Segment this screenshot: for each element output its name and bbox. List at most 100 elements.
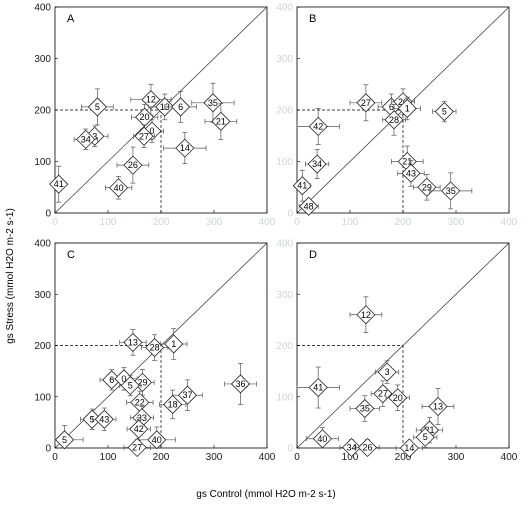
point-label: 5 [62, 435, 67, 445]
diamond-marker [175, 138, 195, 158]
diamond-marker [428, 396, 448, 417]
point-label: 0 [149, 126, 154, 136]
data-point: 27 [370, 380, 395, 407]
x-tick-label: 400 [259, 217, 276, 228]
diamond-marker [356, 305, 376, 325]
y-tick-label: 100 [276, 157, 293, 168]
point-label: 41 [313, 383, 323, 393]
data-point: 41 [49, 165, 69, 203]
data-point: 40 [306, 427, 339, 449]
data-point: 28 [381, 103, 406, 136]
data-point: 34 [73, 128, 98, 151]
point-label: 29 [422, 182, 432, 192]
diamond-marker [399, 438, 419, 458]
point-label: 3 [92, 131, 97, 141]
data-point: 35 [349, 395, 381, 422]
x-tick-label: 400 [259, 452, 276, 463]
panel-letter: C [67, 249, 75, 261]
diamond-marker [307, 154, 327, 174]
data-point: 28 [141, 334, 169, 361]
point-label: 37 [182, 390, 192, 400]
point-label: 3 [385, 367, 390, 377]
point-label: 28 [389, 115, 399, 125]
diamond-marker [76, 129, 96, 149]
point-label: 6 [389, 102, 394, 112]
y-tick-label: 400 [276, 239, 293, 250]
diamond-marker [129, 419, 149, 439]
x-tick-label: 400 [501, 452, 518, 463]
diamond-marker [356, 93, 376, 113]
point-label: 35 [446, 186, 456, 196]
panel-b: 00 100 100 200 200 300 300 400 400 B 27 6 201 28 5 42 34… [276, 3, 517, 229]
data-point: 5 [54, 425, 84, 450]
x-tick-label: 300 [448, 452, 465, 463]
point-label: 13 [433, 401, 443, 411]
diamond-marker [171, 97, 191, 117]
data-point: 1 [393, 96, 421, 121]
panel-letter: D [309, 249, 317, 261]
data-point: 5 [80, 408, 105, 430]
x-tick-label: 100 [100, 217, 117, 228]
point-label: 29 [137, 377, 147, 387]
point-label: 43 [406, 168, 416, 178]
x-tick-label: 300 [448, 217, 465, 228]
point-label: 6 [109, 375, 114, 385]
y-tick-label: 200 [34, 341, 51, 352]
panel-d: 00 100 100 200 200 300 300 400 400 D 12 41 3 27 20 35 13… [276, 239, 517, 464]
y-tick-label: 0 [45, 444, 51, 455]
diamond-marker [177, 385, 198, 405]
data-point: 27 [349, 84, 383, 122]
y-tick-label: 100 [276, 392, 293, 403]
point-label: 40 [317, 434, 327, 444]
data-point: 40 [104, 176, 133, 200]
x-tick-label: 100 [100, 452, 117, 463]
point-label: 42 [134, 424, 144, 434]
data-point: 41 [296, 366, 340, 409]
data-point: 35 [191, 82, 235, 123]
y-tick-label: 100 [34, 392, 51, 403]
y-tick-label: 0 [287, 209, 293, 220]
x-tick-label: 300 [206, 217, 223, 228]
panels: 00100100200200300300400400A5334411213635… [34, 3, 517, 464]
y-tick-label: 0 [45, 209, 51, 220]
panel-a: 00100100200200300300400400A5334411213635… [34, 3, 275, 229]
point-label: 33 [137, 413, 147, 423]
data-point: 27 [123, 437, 151, 458]
point-label: 21 [216, 116, 226, 126]
diamond-marker [134, 126, 154, 146]
point-label: 42 [313, 121, 323, 131]
point-label: 35 [360, 404, 370, 414]
diamond-marker [123, 332, 143, 352]
point-label: 21 [402, 157, 412, 167]
x-tick-label: 0 [52, 452, 58, 463]
data-point: 34 [305, 149, 330, 179]
point-label: 12 [361, 310, 371, 320]
data-point: 5 [413, 426, 438, 448]
x-tick-label: 0 [294, 217, 300, 228]
point-label: 40 [152, 435, 162, 445]
x-tick-label: 300 [206, 452, 223, 463]
y-axis-title: gs Stress (mmol H2O m-2 s-1) [5, 208, 16, 344]
x-tick-label: 400 [501, 217, 518, 228]
point-label: 40 [114, 183, 124, 193]
diamond-marker [388, 388, 408, 408]
data-point: 42 [126, 417, 151, 441]
x-tick-label: 100 [342, 452, 359, 463]
point-label: 14 [404, 443, 414, 453]
point-label: 41 [54, 179, 64, 189]
diamond-marker [417, 177, 437, 197]
data-point: 18 [159, 389, 187, 420]
diamond-marker [434, 101, 454, 122]
diamond-marker [355, 398, 375, 419]
data-point: 20 [130, 103, 159, 131]
point-label: 34 [81, 134, 91, 144]
data-point: 36 [224, 363, 257, 405]
diamond-marker [109, 178, 129, 198]
point-label: 5 [90, 414, 95, 424]
x-tick-label: 200 [153, 217, 170, 228]
y-tick-label: 300 [276, 290, 293, 301]
x-tick-label: 200 [395, 452, 412, 463]
point-label: 20 [393, 393, 403, 403]
data-point: 1 [160, 328, 188, 360]
diamond-marker [135, 107, 155, 127]
